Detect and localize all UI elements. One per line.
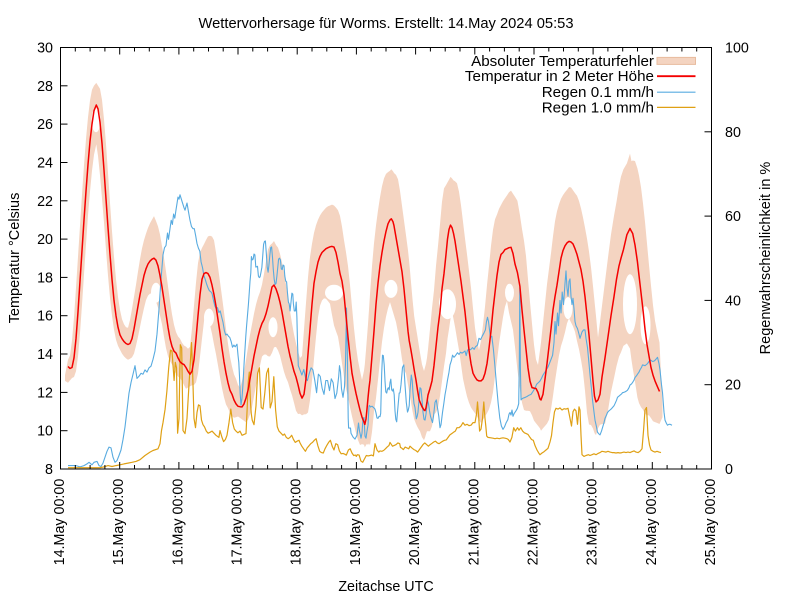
svg-text:25.May 00:00: 25.May 00:00 bbox=[703, 479, 719, 566]
svg-text:60: 60 bbox=[725, 209, 741, 225]
svg-text:23.May 00:00: 23.May 00:00 bbox=[585, 479, 601, 566]
svg-text:100: 100 bbox=[725, 41, 749, 57]
svg-text:10: 10 bbox=[37, 424, 53, 440]
svg-text:17.May 00:00: 17.May 00:00 bbox=[230, 479, 246, 566]
svg-text:Temperatur °Celsius: Temperatur °Celsius bbox=[7, 193, 23, 324]
svg-text:22.May 00:00: 22.May 00:00 bbox=[526, 479, 542, 566]
svg-text:19.May 00:00: 19.May 00:00 bbox=[348, 479, 364, 566]
svg-text:16: 16 bbox=[37, 309, 53, 325]
svg-text:24: 24 bbox=[37, 156, 53, 172]
svg-text:0: 0 bbox=[725, 462, 733, 478]
svg-text:Temperatur in 2 Meter Höhe: Temperatur in 2 Meter Höhe bbox=[465, 68, 654, 85]
svg-text:Regen 0.1 mm/h: Regen 0.1 mm/h bbox=[542, 84, 654, 101]
svg-text:80: 80 bbox=[725, 125, 741, 141]
svg-text:8: 8 bbox=[45, 462, 53, 478]
svg-text:18: 18 bbox=[37, 270, 53, 286]
svg-text:Regen 1.0 mm/h: Regen 1.0 mm/h bbox=[542, 99, 654, 116]
svg-text:Wettervorhersage für Worms. Er: Wettervorhersage für Worms. Erstellt: 14… bbox=[199, 16, 574, 32]
svg-text:16.May 00:00: 16.May 00:00 bbox=[170, 479, 186, 566]
svg-text:20.May 00:00: 20.May 00:00 bbox=[407, 479, 423, 566]
svg-text:14: 14 bbox=[37, 347, 53, 363]
svg-text:14.May 00:00: 14.May 00:00 bbox=[52, 479, 68, 566]
svg-text:15.May 00:00: 15.May 00:00 bbox=[111, 479, 127, 566]
svg-text:22: 22 bbox=[37, 194, 53, 210]
svg-text:20: 20 bbox=[37, 232, 53, 248]
svg-text:20: 20 bbox=[725, 378, 741, 394]
svg-text:Regenwahrscheinlichkeit in %: Regenwahrscheinlichkeit in % bbox=[758, 162, 774, 355]
svg-text:21.May 00:00: 21.May 00:00 bbox=[466, 479, 482, 566]
svg-text:40: 40 bbox=[725, 293, 741, 309]
svg-text:30: 30 bbox=[37, 41, 53, 57]
svg-text:12: 12 bbox=[37, 385, 53, 401]
svg-text:24.May 00:00: 24.May 00:00 bbox=[644, 479, 660, 566]
svg-text:Zeitachse UTC: Zeitachse UTC bbox=[338, 579, 433, 595]
svg-text:18.May 00:00: 18.May 00:00 bbox=[289, 479, 305, 566]
svg-text:26: 26 bbox=[37, 117, 53, 133]
svg-text:28: 28 bbox=[37, 79, 53, 95]
svg-text:Absoluter Temperaturfehler: Absoluter Temperaturfehler bbox=[471, 53, 654, 70]
